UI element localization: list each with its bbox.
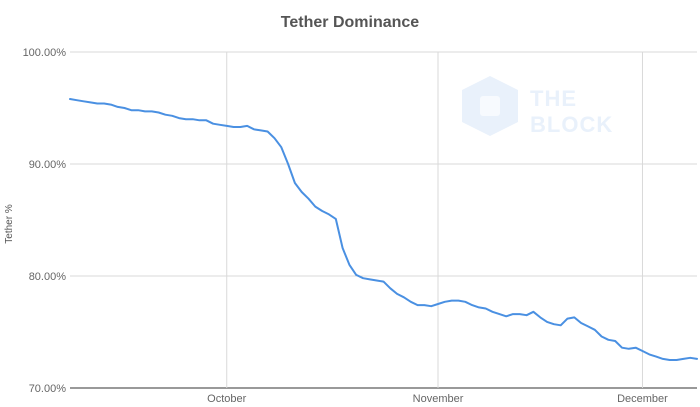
watermark-text-line2: BLOCK bbox=[530, 112, 613, 137]
y-tick-label: 80.00% bbox=[29, 271, 67, 283]
series-line-tether-dominance bbox=[69, 98, 698, 361]
x-tick-label: October bbox=[207, 393, 246, 405]
series-group bbox=[69, 98, 698, 361]
y-tick-label: 100.00% bbox=[23, 47, 67, 59]
watermark-text-line1: THE bbox=[530, 86, 577, 111]
watermark-cube-icon bbox=[480, 96, 500, 116]
x-tick-label: December bbox=[617, 393, 668, 405]
y-tick-label: 90.00% bbox=[29, 159, 67, 171]
x-axis-ticks: October November December bbox=[207, 393, 668, 405]
y-axis-label: Tether % bbox=[4, 204, 15, 244]
chart-title: Tether Dominance bbox=[281, 14, 420, 31]
horizontal-gridlines bbox=[70, 51, 697, 389]
x-tick-label: November bbox=[413, 393, 464, 405]
y-tick-label: 70.00% bbox=[29, 383, 67, 395]
vertical-gridlines bbox=[226, 52, 643, 388]
the-block-watermark: THE BLOCK bbox=[462, 76, 613, 137]
y-axis-ticks: 100.00% 90.00% 80.00% 70.00% bbox=[23, 47, 67, 395]
